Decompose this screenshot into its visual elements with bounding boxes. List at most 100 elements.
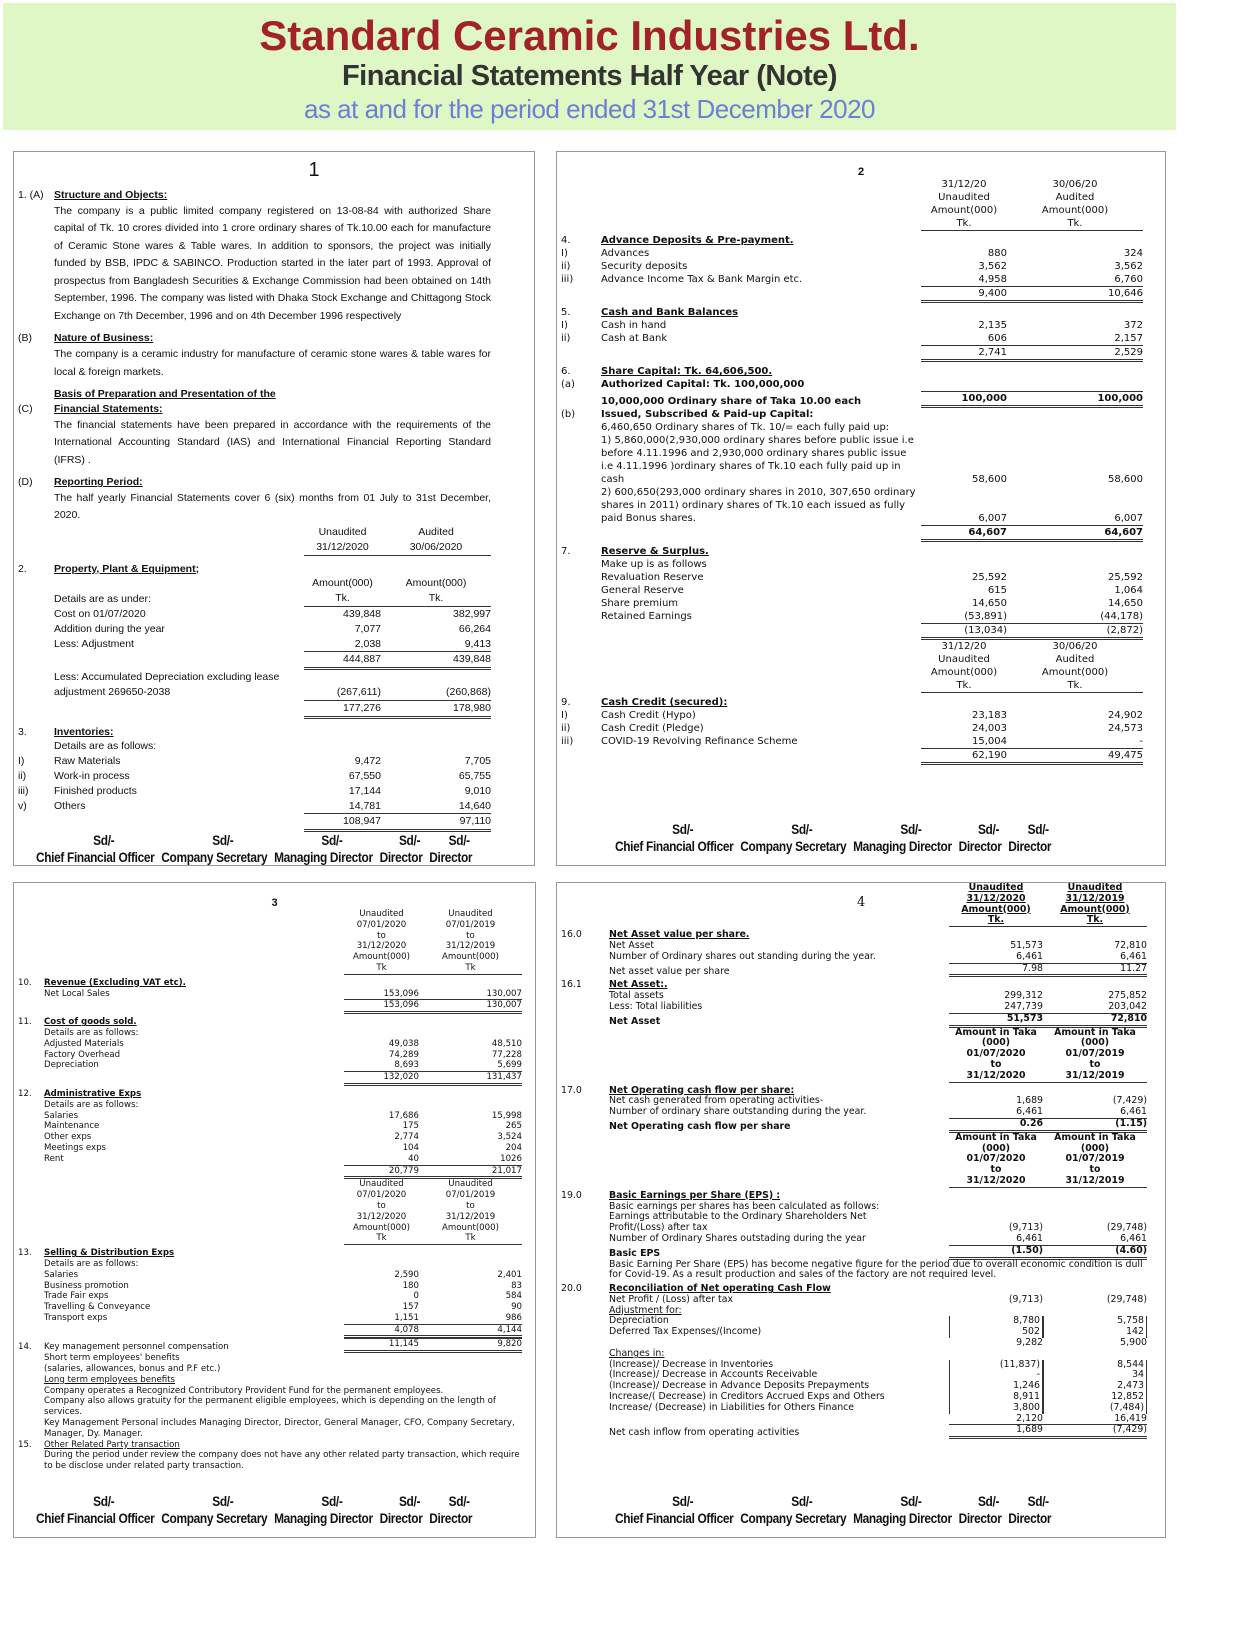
current-period-value: 11,145 (344, 1338, 419, 1354)
item-label: Retained Earnings (601, 611, 692, 622)
current-period-value: 444,887 (304, 651, 381, 671)
column-header: Amount in Taka (000) 01/07/2020 to 31/12/202… (561, 1027, 1157, 1083)
prior-period-value: 2,529 (1007, 345, 1143, 362)
current-period-value: 2,120 (1016, 1412, 1043, 1424)
item-label: Selling & Distribution Exps (44, 1248, 175, 1259)
item-label: (Increase)/ Decrease in Inventories (609, 1358, 774, 1370)
current-period-value: (9,713) (1008, 1222, 1043, 1234)
header-line: Amount(000) (353, 1222, 410, 1233)
page-number: 2 (857, 166, 865, 178)
signature-mark: Sd/- (672, 1493, 694, 1509)
prior-period-value: 986 (505, 1312, 522, 1323)
item-label: Cash Credit (secured): (601, 697, 728, 708)
note-paragraph: Basic Earning Per Share (EPS) has become… (561, 1259, 1157, 1282)
line-item: Other exps 2,774 3,524 (18, 1132, 527, 1143)
header-line: Tk. (956, 218, 972, 229)
signature-mark: Sd/- (1027, 821, 1049, 837)
note-heading: (C) Basis of Preparation and Presentation… (18, 387, 526, 417)
header-line: Audited (418, 525, 454, 538)
header-line: Amount(000) (1041, 667, 1109, 678)
header-line: Amount(000) (930, 667, 998, 678)
item-label: Basis of Preparation and Presentation of… (54, 388, 276, 415)
line-item: Adjustment for: (561, 1305, 1157, 1317)
item-label: Reporting Period: (54, 476, 143, 489)
header-line: 01/07/2020 (966, 1048, 1026, 1060)
current-period-value: (9,713) (1008, 1293, 1043, 1305)
line-item: Trade Fair exps 0 584 (18, 1291, 527, 1302)
item-label: Other Related Party transaction (44, 1439, 180, 1450)
prior-period-value: Amount in Taka (000) 01/07/2019 to 31/12/201… (1043, 1132, 1147, 1188)
note-paragraph: Key Management Personal includes Managin… (18, 1418, 527, 1440)
item-label: Changes in: (609, 1347, 665, 1359)
header-line: Audited (1055, 192, 1095, 203)
prior-period-value: 142 (1043, 1326, 1147, 1339)
header-line: to (1089, 1058, 1101, 1070)
note-heading: 13. Selling & Distribution Exps (18, 1248, 527, 1259)
report-header: Standard Ceramic Industries Ltd. Financi… (3, 3, 1176, 130)
header-line: Tk (465, 1233, 476, 1244)
item-label: 2) 600,650(293,000 ordinary shares in 20… (601, 487, 916, 524)
signatory-title: Director (429, 849, 473, 866)
prior-period-value: 11.27 (1043, 962, 1147, 978)
item-label: Authorized Capital: Tk. 100,000,000 (601, 379, 805, 390)
signatory-title: Managing Director (274, 1510, 373, 1526)
signatory-title: Managing Director (853, 838, 952, 854)
signature-3: Sd/- Director (380, 832, 423, 865)
item-label: Details are as follows: (44, 1099, 139, 1110)
note-number: ii) (18, 769, 27, 782)
notes-list: Unaudited 31/12/2020 Amount(000) Tk. Unaudit… (557, 883, 1165, 1440)
note-number: 17.0 (561, 1084, 582, 1096)
line-item: Make up is as follows (561, 558, 1157, 571)
note-heading: 5. Cash and Bank Balances (561, 306, 1157, 319)
signature-mark: Sd/- (93, 832, 115, 849)
signature-1: Sd/- Company Secretary (161, 832, 267, 865)
current-period-value: 0 (413, 1291, 419, 1302)
header-line: (000) (1080, 1142, 1110, 1154)
signature-mark: Sd/- (1027, 1493, 1049, 1509)
line-item: Less: Total liabilities 247,739 203,042 (561, 1001, 1157, 1013)
header-line: Amount(000) (353, 952, 410, 963)
note-heading: 11. Cost of goods sold. (18, 1017, 527, 1028)
header-line: 07/01/2020 (356, 1190, 407, 1201)
current-period-value: 3,800 (949, 1402, 1043, 1414)
signature-mark: Sd/- (672, 821, 694, 837)
note-paragraph: During the period under review the compa… (18, 1450, 527, 1472)
item-label: Structure and Objects: (54, 189, 168, 201)
signatory-title: Chief Financial Officer (615, 838, 734, 854)
total-row: 14. Key management personnel compensation… (18, 1338, 527, 1354)
report-period: as at and for the period ended 31st Dece… (303, 94, 876, 124)
note-heading: (B) Nature of Business: (18, 331, 526, 346)
current-period-value: 2,590 (394, 1269, 419, 1280)
item-label: Net Local Sales (44, 988, 110, 999)
header-line: 01/07/2019 (1065, 1153, 1125, 1165)
line-item: 2,120 16,419 (561, 1412, 1157, 1425)
current-period-value: 1,151 (394, 1312, 419, 1323)
prior-period-value: 30/06/20 Audited Amount(000) Tk. (1007, 178, 1143, 231)
signature-4: Sd/- Director (429, 832, 473, 866)
header-line: Amount(000) (1060, 903, 1130, 915)
item-label: Depreciation (609, 1315, 669, 1327)
current-period-value: 9,472 (354, 755, 381, 768)
signatory-title: Company Secretary (740, 838, 847, 854)
total-row: 177,276 178,980 (18, 699, 526, 719)
item-label: Nature of Business: (54, 332, 154, 345)
prior-period-value: 6,760 (1114, 274, 1143, 285)
note-number: 13. (18, 1248, 32, 1259)
item-label: Deferred Tax Expenses/(Income) (609, 1326, 762, 1338)
item-label: Advances (601, 248, 650, 259)
item-label: Cash Credit (Pledge) (601, 723, 704, 734)
item-label: Cost on 01/07/2020 (54, 607, 146, 620)
note-number: (a) (561, 379, 575, 390)
header-line: Tk. (1086, 914, 1104, 926)
line-item: Details are as follows: (18, 1028, 527, 1039)
header-line: (000) (1080, 1037, 1110, 1049)
signature-4: Sd/- Director (1008, 821, 1051, 855)
current-period-value: 606 (987, 333, 1007, 344)
current-period-value: 6,461 (1016, 950, 1043, 962)
signature-4: Sd/- Director (429, 1493, 472, 1527)
line-item: ii) Cash Credit (Pledge) 24,003 24,573 (561, 722, 1157, 735)
header-line: Amount(000) (930, 205, 998, 216)
note-heading: 17.0 Net Operating cash flow per share: (561, 1084, 1157, 1097)
prior-period-value: (7,429) (1043, 1424, 1147, 1440)
item-label: Revaluation Reserve (601, 572, 704, 583)
